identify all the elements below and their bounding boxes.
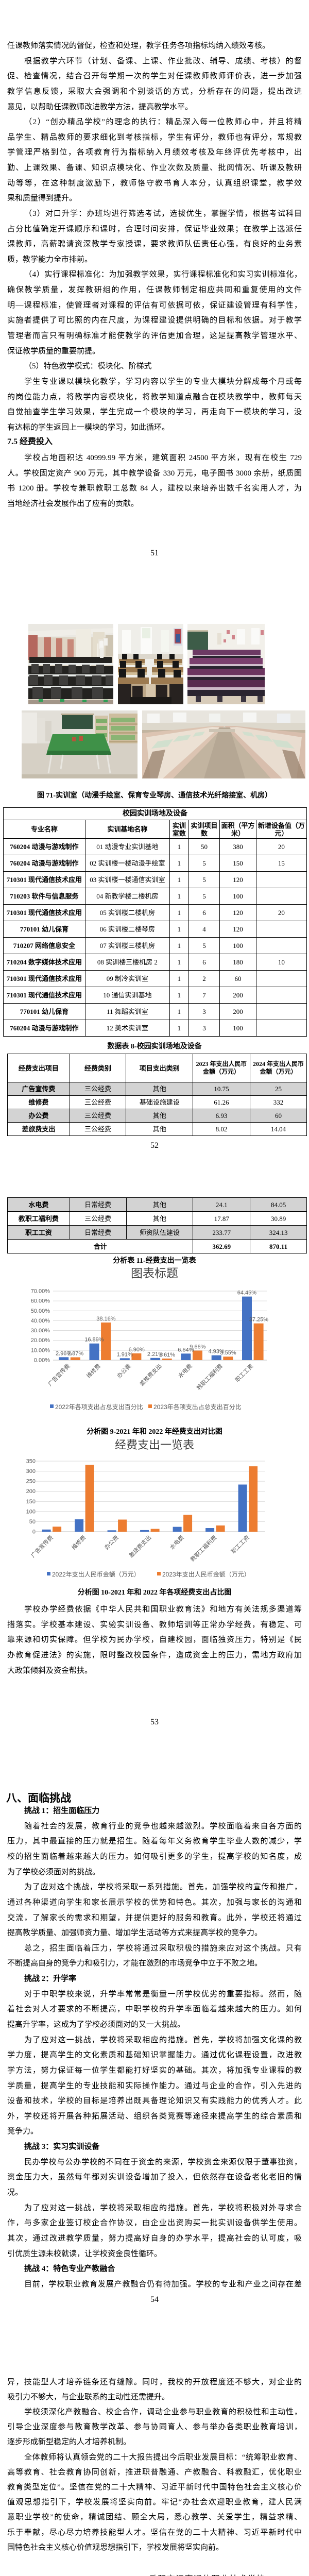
- svg-text:0: 0: [32, 1529, 36, 1535]
- svg-text:维修费: 维修费: [85, 1362, 102, 1379]
- svg-text:2022年各项支出占总支出百分比: 2022年各项支出占总支出百分比: [55, 1403, 143, 1411]
- svg-text:50.00%: 50.00%: [31, 1308, 50, 1314]
- svg-text:1.61%: 1.61%: [159, 1352, 175, 1358]
- svg-text:200: 200: [26, 1488, 36, 1495]
- svg-text:30.00%: 30.00%: [31, 1328, 50, 1334]
- svg-text:1.91%: 1.91%: [117, 1351, 133, 1358]
- svg-text:2.96%: 2.96%: [56, 1350, 72, 1357]
- svg-text:4.93%: 4.93%: [208, 1349, 224, 1355]
- svg-text:38.16%: 38.16%: [96, 1316, 116, 1322]
- svg-text:50: 50: [29, 1519, 36, 1525]
- svg-text:2022年支出人民币金额（万元）: 2022年支出人民币金额（万元）: [52, 1570, 140, 1578]
- svg-text:职工工资: 职工工资: [234, 1363, 254, 1383]
- svg-text:10.00%: 10.00%: [31, 1347, 50, 1353]
- svg-text:办公费: 办公费: [116, 1363, 133, 1380]
- svg-text:2.21%: 2.21%: [147, 1351, 163, 1358]
- svg-text:70.00%: 70.00%: [31, 1289, 50, 1295]
- svg-text:300: 300: [26, 1468, 36, 1475]
- svg-text:2.87%: 2.87%: [67, 1351, 83, 1357]
- svg-text:图表标题: 图表标题: [131, 1266, 178, 1280]
- svg-text:水电费: 水电费: [168, 1534, 185, 1551]
- svg-text:经费支出一览表: 经费支出一览表: [115, 1438, 194, 1451]
- svg-text:40.00%: 40.00%: [31, 1318, 50, 1324]
- svg-text:350: 350: [26, 1459, 36, 1465]
- svg-text:3.55%: 3.55%: [220, 1350, 236, 1356]
- svg-text:6.90%: 6.90%: [129, 1347, 145, 1353]
- svg-text:职工工资: 职工工资: [230, 1534, 250, 1555]
- svg-text:6.64%: 6.64%: [178, 1347, 194, 1353]
- svg-text:广告宣传费: 广告宣传费: [29, 1534, 55, 1559]
- svg-text:60.00%: 60.00%: [31, 1298, 50, 1304]
- svg-text:2023年各项支出占总支出百分比: 2023年各项支出占总支出百分比: [153, 1403, 242, 1411]
- svg-text:16.89%: 16.89%: [84, 1337, 104, 1343]
- svg-text:办公费: 办公费: [103, 1534, 120, 1551]
- svg-text:64.45%: 64.45%: [237, 1290, 257, 1296]
- svg-text:广告宣传费: 广告宣传费: [46, 1362, 72, 1387]
- svg-text:250: 250: [26, 1479, 36, 1485]
- svg-text:差旅费支出: 差旅费支出: [127, 1534, 152, 1559]
- svg-text:9.66%: 9.66%: [190, 1344, 205, 1350]
- svg-text:20.00%: 20.00%: [31, 1337, 50, 1344]
- svg-text:水电费: 水电费: [177, 1363, 194, 1380]
- svg-text:150: 150: [26, 1499, 36, 1505]
- svg-text:维修费: 维修费: [70, 1534, 87, 1551]
- svg-text:教职工福利费: 教职工福利费: [189, 1534, 218, 1563]
- svg-text:差旅费支出: 差旅费支出: [138, 1362, 163, 1387]
- svg-text:0.00%: 0.00%: [34, 1358, 50, 1364]
- svg-text:100: 100: [26, 1509, 36, 1515]
- svg-text:2023年支出人民币金额（万元）: 2023年支出人民币金额（万元）: [162, 1570, 250, 1578]
- svg-text:教职工福利费: 教职工福利费: [195, 1362, 225, 1392]
- svg-text:37.25%: 37.25%: [249, 1317, 269, 1323]
